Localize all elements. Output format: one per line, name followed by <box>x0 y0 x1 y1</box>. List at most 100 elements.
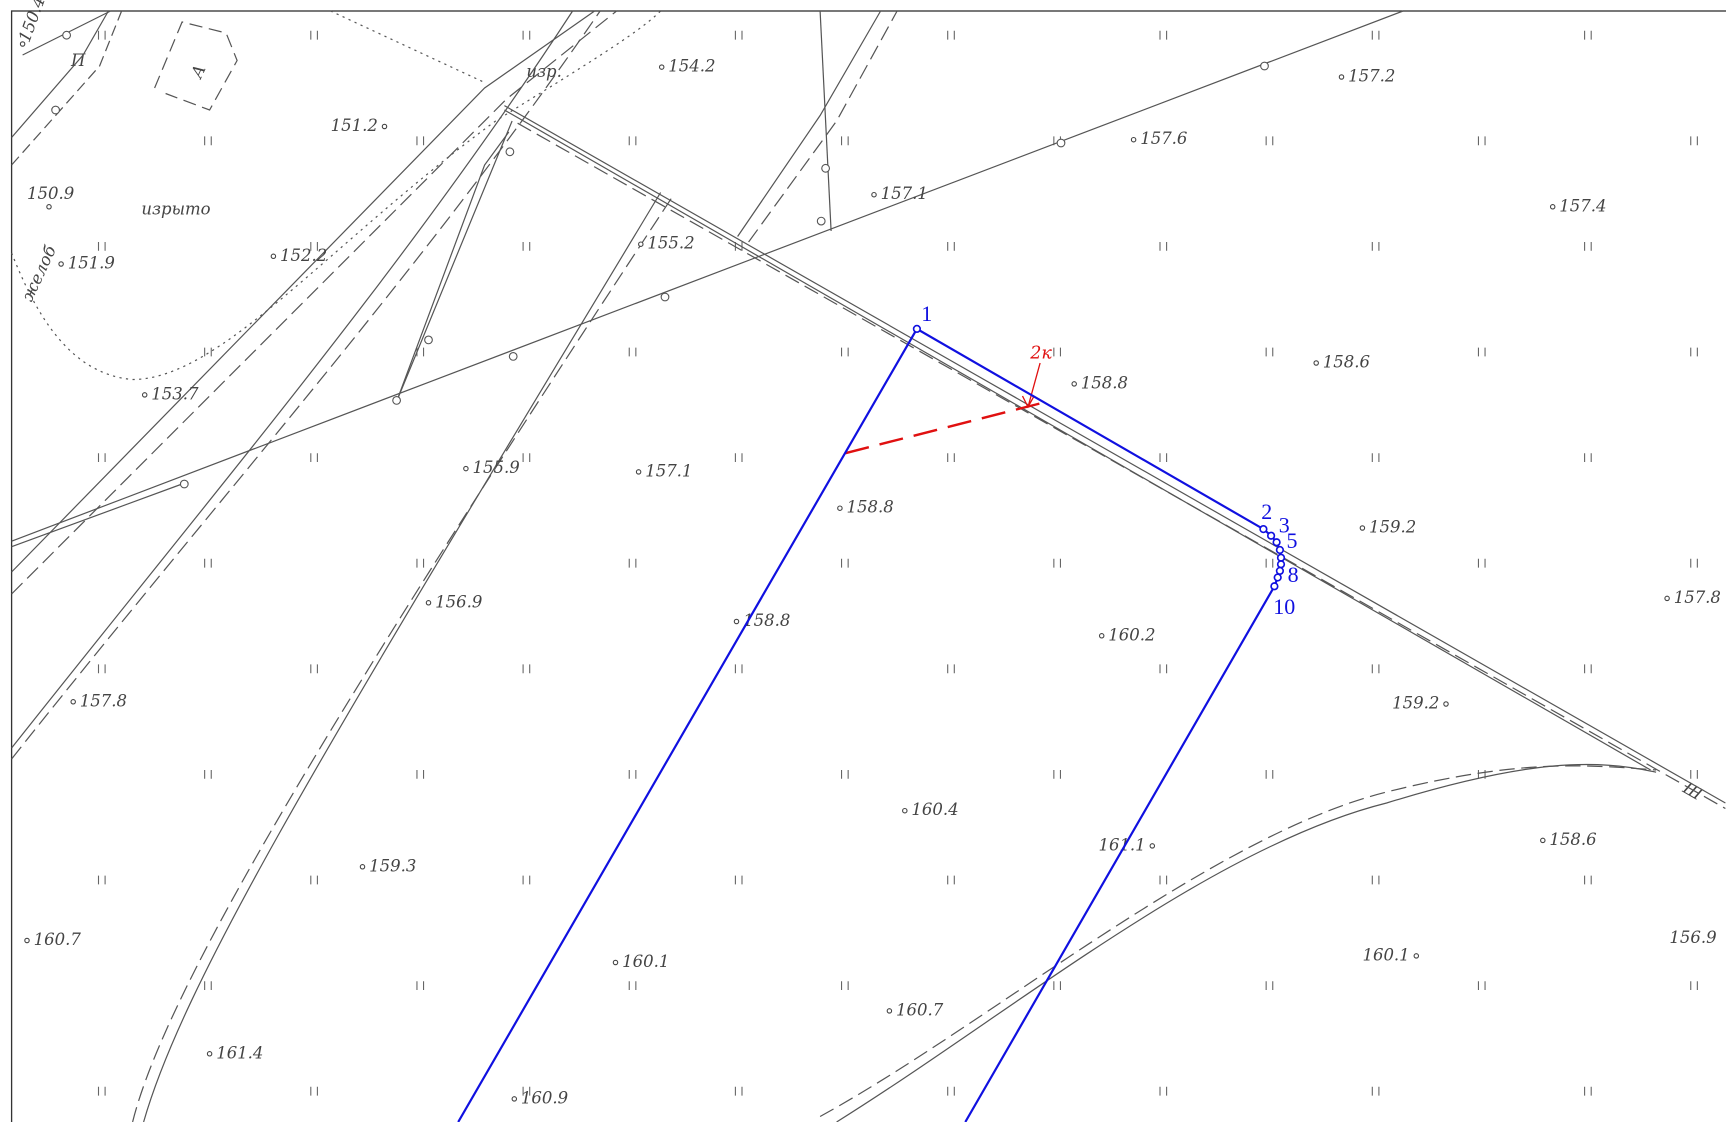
elevation-label: 152.2 <box>280 246 327 265</box>
elevation-label: 158.8 <box>743 611 790 630</box>
label-trough: желоб <box>18 242 61 304</box>
meadow-symbol <box>1266 770 1273 779</box>
meadow-symbol <box>842 770 849 779</box>
meadow-symbol <box>1478 348 1485 357</box>
meadow-symbol <box>523 242 530 251</box>
elevation-label: 159.3 <box>369 856 416 875</box>
elevation-label: 160.7 <box>896 1000 944 1019</box>
elevation-label: 160.7 <box>34 930 82 949</box>
meadow-symbol <box>417 559 424 568</box>
pole <box>1261 62 1269 70</box>
elevation-dot <box>464 466 468 470</box>
road-line <box>12 11 573 748</box>
meadow-symbol <box>1054 770 1061 779</box>
elevation-label: 157.1 <box>645 461 692 480</box>
meadow-symbol <box>629 348 636 357</box>
elevation-label: 151.2 <box>331 116 378 135</box>
pole <box>506 148 514 156</box>
meadow-symbol <box>842 981 849 990</box>
meadow-symbol <box>1266 136 1273 145</box>
meadow-symbol <box>205 136 212 145</box>
meadow-symbol <box>205 770 212 779</box>
elevation-label: 151.9 <box>68 254 115 273</box>
elevation-dot <box>887 1009 891 1013</box>
meadow-symbol <box>311 664 318 673</box>
elevation-dot <box>1414 954 1418 958</box>
meadow-symbol <box>1585 876 1592 885</box>
meadow-symbol <box>735 31 742 40</box>
meadow-symbol <box>205 559 212 568</box>
elevation-label: 160.1 <box>1362 945 1409 964</box>
elevation-dot <box>903 809 907 813</box>
elevation-dot <box>47 205 51 209</box>
red-label: 2к <box>1029 344 1052 364</box>
point-number: 8 <box>1288 562 1299 587</box>
elevation-label: 158.6 <box>1549 830 1596 849</box>
elevation-dot <box>660 65 664 69</box>
meadow-symbol <box>735 1087 742 1096</box>
elevation-label: 157.1 <box>881 184 928 203</box>
meadow-symbol <box>629 981 636 990</box>
pole <box>393 397 401 405</box>
meadow-symbol <box>1372 876 1379 885</box>
meadow-symbol <box>629 136 636 145</box>
parcel-vertex <box>1278 554 1285 561</box>
meadow-symbol <box>1160 242 1167 251</box>
elevation-label: 160.2 <box>1108 625 1155 644</box>
elevation-dot <box>1339 75 1343 79</box>
meadow-symbol <box>948 876 955 885</box>
meadow-symbol <box>1160 453 1167 462</box>
meadow-symbol <box>99 453 106 462</box>
road-line <box>133 198 672 1122</box>
meadow-symbol <box>1372 1087 1379 1096</box>
pole <box>425 336 433 344</box>
meadow-symbol <box>1160 876 1167 885</box>
meadow-symbol <box>1160 1087 1167 1096</box>
meadow-symbol <box>1266 559 1273 568</box>
page: изрыто изр. желоб А П Ш 2к 150.4154.2157… <box>0 0 1726 1122</box>
pole <box>1057 139 1065 147</box>
elevation-dot <box>1131 138 1135 142</box>
point-number: 10 <box>1273 594 1295 619</box>
road-line <box>749 11 898 242</box>
elevation-dot <box>636 470 640 474</box>
meadow-symbol <box>1585 242 1592 251</box>
parcel-vertex <box>1278 561 1285 568</box>
meadow-symbol <box>1585 664 1592 673</box>
elevation-dot <box>512 1097 516 1101</box>
elevation-label: 156.9 <box>1669 928 1716 947</box>
elevation-dot <box>639 242 643 246</box>
elevation-dot <box>360 865 364 869</box>
meadow-symbol <box>629 770 636 779</box>
pole <box>52 106 60 114</box>
elevation-dot <box>25 938 29 942</box>
elevation-label: 156.9 <box>435 592 482 611</box>
label-dug: изрыто <box>141 200 210 219</box>
meadow-symbol <box>1691 559 1698 568</box>
meadow-symbol <box>1054 559 1061 568</box>
meadow-symbol <box>99 876 106 885</box>
elevation-dot <box>71 700 75 704</box>
meadow-symbol <box>1372 453 1379 462</box>
road-line <box>837 765 1657 1122</box>
meadow-symbol <box>735 664 742 673</box>
parcel-vertex <box>1277 547 1284 554</box>
map: изрыто изр. желоб А П Ш 2к 150.4154.2157… <box>0 0 1726 1122</box>
elevation-label: 157.8 <box>1674 588 1721 607</box>
pole <box>661 293 669 301</box>
elevation-label: 159.2 <box>1392 694 1439 713</box>
meadow-symbol <box>1691 770 1698 779</box>
meadow-symbol <box>1266 348 1273 357</box>
meadow-symbol <box>842 559 849 568</box>
red-line <box>845 403 1043 454</box>
elevation-label: 161.4 <box>216 1043 263 1062</box>
parcel-vertex <box>1271 583 1278 590</box>
meadow-symbol <box>99 31 106 40</box>
meadow-symbol <box>99 1087 106 1096</box>
meadow-symbol <box>523 453 530 462</box>
meadow-symbol <box>948 1087 955 1096</box>
meadow-symbol <box>523 31 530 40</box>
red-leader <box>1023 363 1041 407</box>
elevation-dot <box>1360 526 1364 530</box>
elevation-label: 160.9 <box>521 1088 568 1107</box>
